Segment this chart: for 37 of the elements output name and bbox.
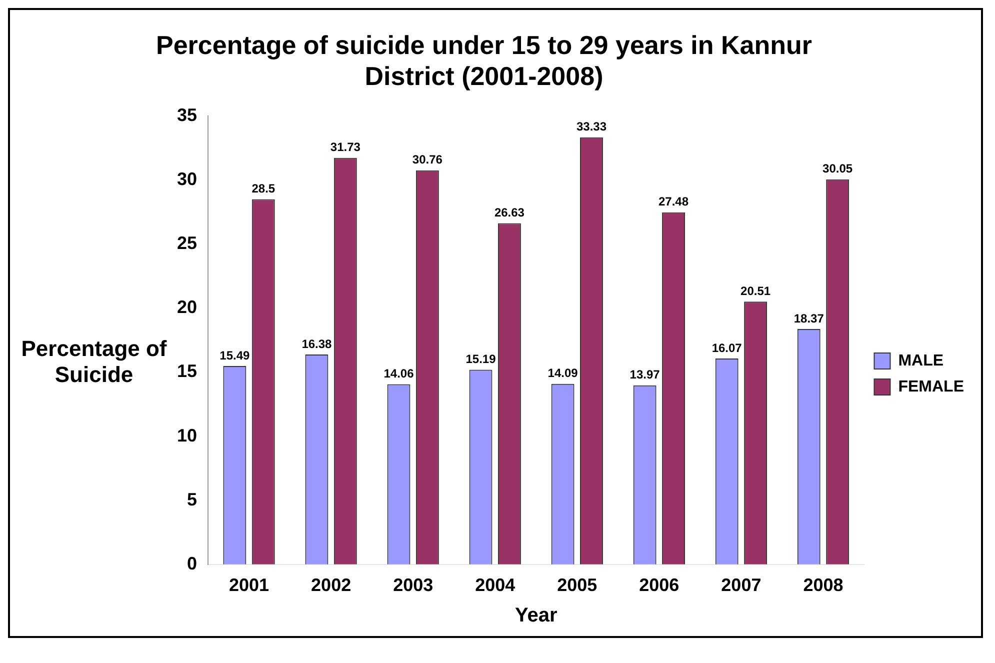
y-tick-label: 10 xyxy=(176,425,198,446)
x-tick-label: 2005 xyxy=(557,575,598,596)
y-tick-label: 30 xyxy=(176,169,198,190)
data-label: 14.06 xyxy=(384,366,414,381)
x-tick-label: 2006 xyxy=(639,575,680,596)
data-label: 27.48 xyxy=(658,194,689,209)
y-tick-label: 0 xyxy=(187,553,198,574)
data-label: 30.76 xyxy=(412,152,443,167)
data-label: 31.73 xyxy=(330,140,361,154)
x-tick-label: 2004 xyxy=(475,575,516,596)
chart-title: Percentage of suicide under 15 to 29 years in Kannur District (2001-2008) xyxy=(155,30,813,92)
legend-label: FEMALE xyxy=(898,378,964,396)
data-label: 33.33 xyxy=(576,120,607,134)
data-label: 13.97 xyxy=(630,368,660,382)
data-label: 30.05 xyxy=(822,162,853,176)
legend-label: MALE xyxy=(898,352,944,370)
data-label: 18.37 xyxy=(794,311,824,326)
x-tick-label: 2001 xyxy=(229,575,270,596)
y-tick-label: 35 xyxy=(176,104,198,125)
data-label: 16.07 xyxy=(712,340,742,355)
data-label: 26.63 xyxy=(494,206,525,220)
data-label: 28.5 xyxy=(252,182,276,196)
y-tick-label: 15 xyxy=(176,361,198,382)
x-tick-label: 2008 xyxy=(803,575,844,596)
data-label: 20.51 xyxy=(740,284,771,298)
data-label: 14.09 xyxy=(548,366,578,380)
x-axis-title: Year xyxy=(514,604,558,627)
y-tick-label: 25 xyxy=(176,233,198,254)
data-label: 15.19 xyxy=(466,352,496,366)
y-axis-title: Percentage of Suicide xyxy=(20,336,168,388)
y-tick-label: 20 xyxy=(176,297,198,318)
y-tick-label: 5 xyxy=(187,489,198,510)
data-label: 15.49 xyxy=(220,348,250,362)
data-label: 16.38 xyxy=(302,336,332,351)
x-tick-label: 2002 xyxy=(311,575,352,596)
x-tick-label: 2007 xyxy=(721,575,762,596)
x-tick-label: 2003 xyxy=(393,575,434,596)
